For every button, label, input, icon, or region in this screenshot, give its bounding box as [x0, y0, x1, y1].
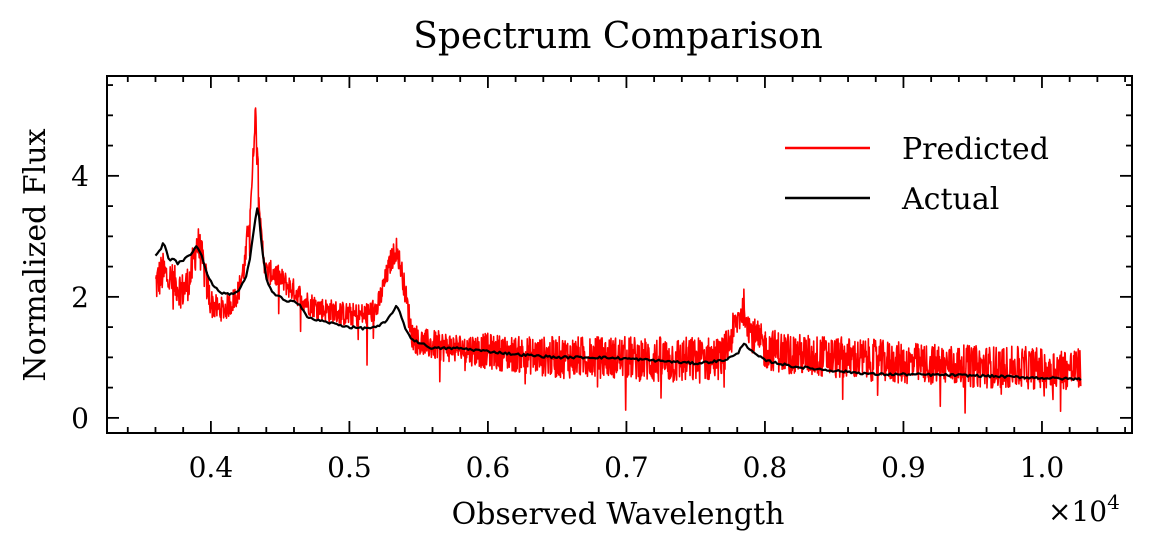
chart-title: Spectrum Comparison	[413, 16, 823, 57]
legend: Predicted Actual	[785, 132, 1049, 217]
ticks-group	[107, 76, 1132, 433]
plot-frame	[106, 75, 1133, 434]
y-tick-labels: 0 2 4	[71, 160, 89, 435]
y-tick-label: 0	[71, 402, 89, 435]
x-tick-label: 0.8	[743, 451, 788, 484]
series-group	[154, 107, 1082, 414]
series-line-actual	[154, 207, 1082, 382]
y-axis-label: Normalized Flux	[18, 128, 53, 381]
x-multiplier-exponent: 4	[1107, 490, 1120, 514]
legend-label-actual: Actual	[901, 182, 999, 217]
x-tick-label: 0.6	[466, 451, 511, 484]
y-tick-label: 4	[71, 160, 89, 193]
x-tick-labels: 0.4 0.5 0.6 0.7 0.8 0.9 1.0	[189, 451, 1065, 484]
plot-area	[106, 75, 1133, 434]
x-axis-label: Observed Wavelength	[452, 497, 785, 532]
x-tick-label: 0.5	[327, 451, 372, 484]
x-axis-multiplier: ×104	[1048, 490, 1120, 528]
x-tick-label: 0.4	[189, 451, 234, 484]
x-tick-label: 0.9	[881, 451, 926, 484]
x-tick-label: 0.7	[604, 451, 649, 484]
x-multiplier-base: ×10	[1048, 495, 1107, 528]
legend-label-predicted: Predicted	[902, 132, 1049, 167]
x-tick-label: 1.0	[1020, 451, 1065, 484]
y-tick-label: 2	[71, 281, 89, 314]
